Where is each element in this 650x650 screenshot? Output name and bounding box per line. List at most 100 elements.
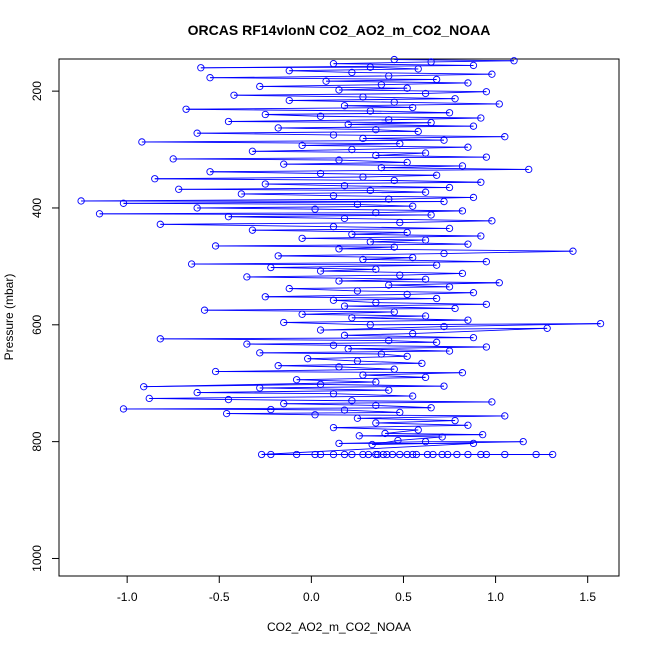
series-line-segment [259,86,408,89]
data-point [256,82,264,91]
data-point [421,437,430,446]
series-line-segment [252,229,408,233]
data-point [237,190,246,198]
data-point [256,349,264,357]
data-point [274,252,282,260]
y-tick-label: 1000 [30,545,44,572]
series-line-segment [210,77,437,80]
data-point [335,156,343,164]
series-line-segment [320,173,437,176]
data-point [353,287,362,295]
data-point [335,245,343,253]
data-point [495,279,503,287]
series-line-segment [186,107,413,110]
data-point [256,384,264,392]
data-point [261,180,269,188]
series-line-segment [338,280,500,284]
data-point [477,232,485,240]
data-point [444,450,452,459]
data-point [451,416,459,425]
data-point [464,143,472,151]
series-line-segment [357,360,422,364]
data-point [385,386,393,394]
data-point [418,359,426,368]
data-point [280,318,288,327]
data-point [169,155,177,163]
series-line-segment [302,235,481,239]
data-point [510,57,518,65]
data-point [335,363,343,371]
data-point [432,338,441,346]
series-line-segment [228,399,352,402]
data-point [390,243,398,251]
series-line-segment [302,145,468,148]
data-point [372,378,380,386]
data-point [458,162,467,170]
data-point [464,240,472,248]
data-point [119,199,128,207]
series-line-segment [333,226,450,229]
data-point [359,255,367,264]
data-point [211,242,220,250]
data-point [257,450,266,459]
data-point [353,357,362,365]
data-point [340,302,349,310]
series-line-segment [344,409,400,413]
data-point [224,395,233,404]
series-line-segment [197,392,334,395]
data-point [335,277,343,285]
data-point [224,213,233,221]
data-point [119,405,128,413]
data-point [372,450,380,459]
series-line-segment [289,288,358,292]
series-line-segment [252,150,426,154]
data-point [329,450,338,459]
data-point [451,304,459,313]
data-point [445,109,454,117]
series-line-segment [270,409,345,411]
series-line-segment [296,379,376,383]
series-line-segment [320,270,463,274]
data-point [477,114,485,122]
data-point [403,84,411,92]
series-line-segment [443,250,573,254]
data-point [445,347,454,355]
series-line-segment [252,149,352,152]
series-line-segment [283,319,468,323]
plot-area [58,58,620,577]
x-tick-label: 0.5 [395,590,412,604]
series-line-segment [302,313,426,317]
data-point [409,253,417,262]
data-point [464,316,472,324]
series-line-segment [270,267,376,270]
data-point [316,326,325,334]
data-point [464,450,472,459]
series-line-segment [261,442,474,455]
data-point [359,450,367,459]
data-point [267,405,275,414]
series-line-segment [351,317,468,321]
data-point [440,197,448,206]
data-point [388,450,397,459]
data-point [187,260,196,268]
series-line-segment [191,261,487,265]
series-line-segment [375,422,468,426]
data-point [469,334,478,342]
data-point [469,193,478,202]
data-point [292,376,301,384]
data-point [414,65,422,73]
series-line-segment [375,154,487,158]
data-point [409,450,417,459]
series-line-segment [370,323,601,326]
series-line-segment [246,341,437,345]
data-point [311,205,319,213]
data-point [390,365,398,373]
series-line-segment [333,424,468,429]
series-line-segment [320,327,548,331]
data-point [329,131,338,139]
series-line-segment [388,117,481,121]
data-point [274,124,282,132]
data-point [482,88,491,96]
series-line-segment [344,303,487,307]
series-line-segment [375,404,432,409]
